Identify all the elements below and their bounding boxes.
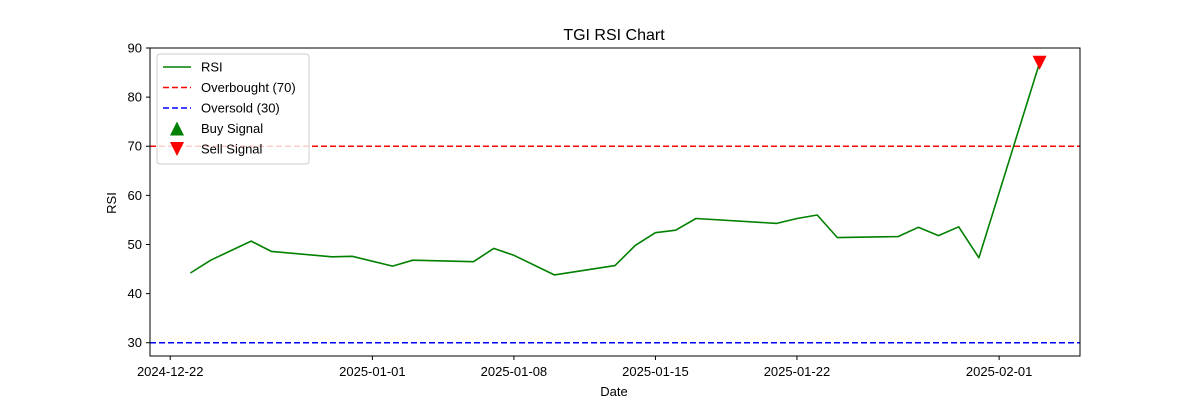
axes-frame	[149, 47, 1081, 357]
x-tick-label: 2024-12-22	[137, 364, 204, 379]
y-axis-label: RSI	[104, 192, 119, 214]
axes: 30 40 50 60 70 80 90 2024-12-22 2025-01-01 2025-0…	[128, 41, 1081, 379]
legend-label: RSI	[201, 60, 223, 75]
y-tick-label: 50	[128, 237, 142, 252]
legend: RSI Overbought (70) Oversold (30) Buy Signa…	[156, 53, 310, 165]
legend-swatch	[170, 142, 184, 156]
legend-swatch	[170, 121, 184, 136]
x-tick-label: 2025-01-01	[339, 364, 406, 379]
sell-signal-marker	[1032, 55, 1047, 70]
legend-label: Oversold (30)	[201, 101, 280, 116]
legend-label: Sell Signal	[201, 142, 263, 157]
y-tick-label: 80	[128, 90, 142, 105]
rsi-series-line	[189, 62, 1041, 276]
x-tick-label: 2025-01-15	[622, 364, 689, 379]
x-tick-label: 2025-02-01	[966, 364, 1033, 379]
legend-box	[156, 53, 310, 165]
x-tick-label: 2025-01-08	[481, 364, 548, 379]
y-tick-label: 90	[128, 41, 142, 56]
x-tick-label: 2025-01-22	[764, 364, 831, 379]
y-tick-label: 60	[128, 188, 142, 203]
chart-title: TGI RSI Chart	[563, 27, 665, 44]
y-tick-label: 70	[128, 139, 142, 154]
legend-label: Overbought (70)	[201, 80, 296, 95]
legend-label: Buy Signal	[201, 121, 263, 136]
y-tick-label: 30	[128, 335, 142, 350]
x-axis-label: Date	[600, 384, 627, 399]
y-tick-label: 40	[128, 286, 142, 301]
